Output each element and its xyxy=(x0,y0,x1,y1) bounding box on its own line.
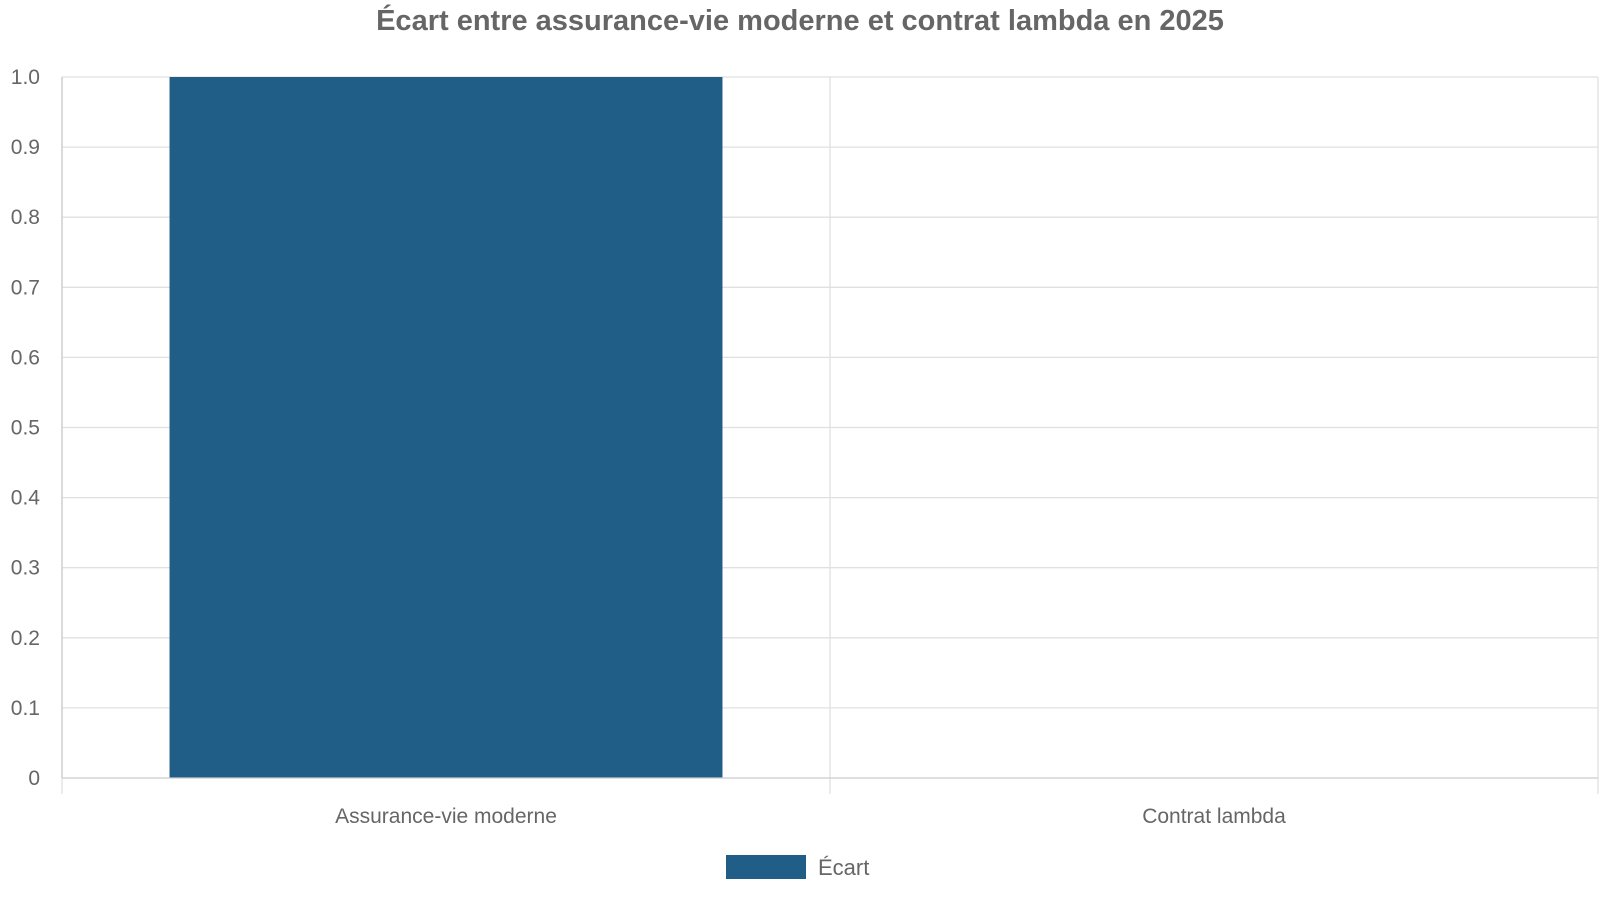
axes xyxy=(61,77,1598,779)
y-tick-label: 0.9 xyxy=(11,136,40,159)
x-axis-category-labels: Assurance-vie moderne Contrat lambda xyxy=(335,805,1286,828)
x-category-label: Assurance-vie moderne xyxy=(335,805,557,828)
y-tick-label: 0.4 xyxy=(11,487,41,510)
legend-swatch xyxy=(726,855,806,879)
bars xyxy=(169,77,723,778)
y-axis-tick-labels: 0 0.1 0.2 0.3 0.4 0.5 0.6 0.7 0.8 0.9 1.0 xyxy=(11,66,41,790)
legend: Écart xyxy=(726,855,869,880)
bar xyxy=(169,77,723,778)
y-tick-label: 0.6 xyxy=(11,346,40,369)
y-tick-label: 0.3 xyxy=(11,557,40,580)
chart-title: Écart entre assurance-vie moderne et con… xyxy=(376,3,1224,37)
y-tick-label: 0.7 xyxy=(11,276,40,299)
y-tick-label: 0.1 xyxy=(11,697,40,720)
y-tick-label: 1.0 xyxy=(11,66,40,89)
y-tick-label: 0.2 xyxy=(11,627,40,650)
x-category-label: Contrat lambda xyxy=(1142,805,1286,828)
y-tick-label: 0 xyxy=(28,767,40,790)
y-tick-label: 0.5 xyxy=(11,417,40,440)
legend-label: Écart xyxy=(818,855,869,880)
y-tick-label: 0.8 xyxy=(11,206,40,229)
